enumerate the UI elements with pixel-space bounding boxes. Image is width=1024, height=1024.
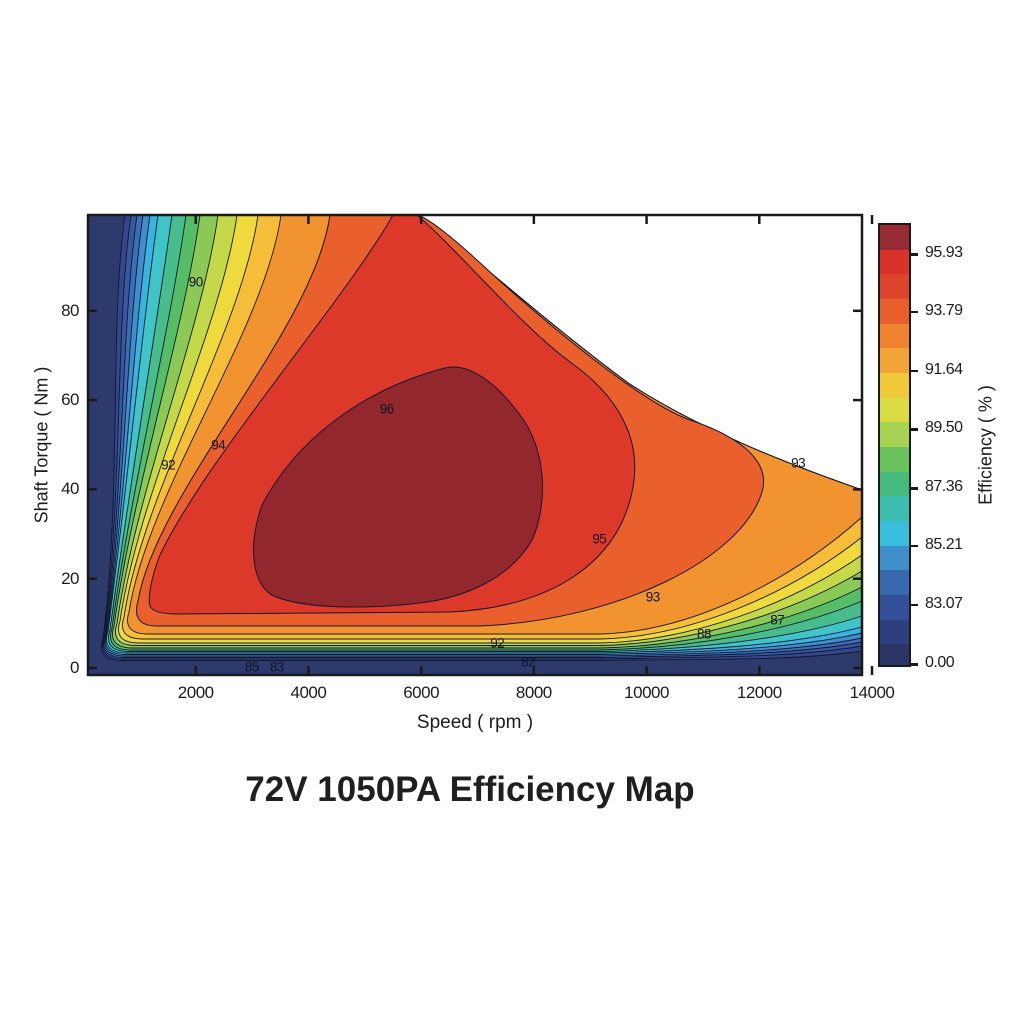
x-tick-label: 2000	[177, 683, 214, 702]
colorbar-tick-label: 83.07	[925, 594, 963, 612]
colorbar-segment	[880, 323, 909, 349]
contour-value-label: 92	[490, 635, 505, 651]
colorbar-segment	[880, 225, 909, 250]
colorbar-segment	[880, 619, 909, 645]
colorbar-segment	[880, 422, 909, 447]
colorbar-segment	[880, 496, 909, 521]
x-tick-label: 6000	[403, 683, 440, 702]
colorbar-segment	[880, 644, 909, 665]
contour-value-label: 88	[697, 626, 712, 642]
y-tick-label: 0	[70, 658, 79, 677]
x-tick-label: 4000	[290, 683, 327, 702]
contour-value-label: 95	[592, 531, 607, 546]
x-tick-label: 8000	[515, 683, 552, 702]
band-96	[253, 366, 543, 608]
colorbar-tick-label: 87.36	[925, 478, 963, 496]
contour-value-label: 93	[791, 455, 806, 471]
colorbar-tick	[911, 603, 918, 607]
x-tick-label: 14000	[849, 683, 895, 702]
contour-value-label: 83	[269, 659, 285, 675]
colorbar-segment	[880, 471, 909, 497]
x-tick-label: 12000	[736, 683, 782, 702]
colorbar-segment	[880, 545, 909, 571]
contour-value-label: 90	[188, 274, 204, 290]
y-tick-label: 80	[61, 300, 79, 320]
colorbar-tick-label: 93.79	[925, 301, 963, 319]
colorbar-segment	[880, 249, 909, 275]
colorbar-tick	[911, 369, 918, 373]
colorbar-segment	[880, 298, 909, 324]
colorbar-tick-label: 95.93	[925, 244, 963, 262]
contour-value-label: 93	[645, 589, 661, 605]
plot-frame	[86, 213, 864, 677]
contour-value-label: 94	[211, 437, 226, 453]
chart-title: 72V 1050PA Efficiency Map	[245, 770, 695, 809]
colorbar-tick	[911, 253, 918, 256]
colorbar-segment	[880, 594, 909, 620]
contour-bands	[87, 214, 863, 676]
colorbar-tick-label: 0.00	[925, 654, 955, 671]
colorbar-segment	[880, 570, 909, 595]
y-tick-label: 40	[61, 479, 79, 499]
colorbar-segment	[880, 274, 909, 299]
colorbar-tick	[911, 310, 918, 314]
y-tick-label: 20	[61, 568, 79, 588]
colorbar-segment	[880, 348, 909, 373]
contour-value-label: 96	[379, 401, 395, 417]
colorbar-title: Efficiency ( % )	[975, 385, 996, 505]
colorbar-tick	[911, 487, 918, 490]
colorbar-tick-label: 85.21	[925, 535, 963, 553]
contour-value-label: 87	[770, 612, 785, 628]
contour-value-label: 82	[521, 654, 536, 670]
colorbar-segment	[880, 372, 909, 398]
colorbar-segment	[880, 446, 909, 472]
colorbar-tick-label: 91.64	[925, 360, 963, 378]
colorbar-tick	[911, 428, 918, 431]
axis-ticks	[88, 215, 874, 675]
colorbar-tick	[911, 544, 918, 548]
x-tick-label: 10000	[624, 683, 669, 702]
y-tick-label: 60	[61, 390, 79, 410]
contour-value-label: 92	[161, 457, 176, 473]
colorbar-tick-label: 89.50	[925, 419, 963, 437]
colorbar-segment	[880, 397, 909, 423]
colorbar-tick	[911, 663, 918, 666]
colorbar-segment	[880, 520, 909, 546]
efficiency-colorbar	[878, 223, 911, 667]
x-axis-title: Speed ( rpm )	[416, 712, 534, 733]
contour-value-label: 85	[245, 659, 260, 675]
y-axis-title: Shaft Torque ( Nm )	[31, 366, 52, 524]
